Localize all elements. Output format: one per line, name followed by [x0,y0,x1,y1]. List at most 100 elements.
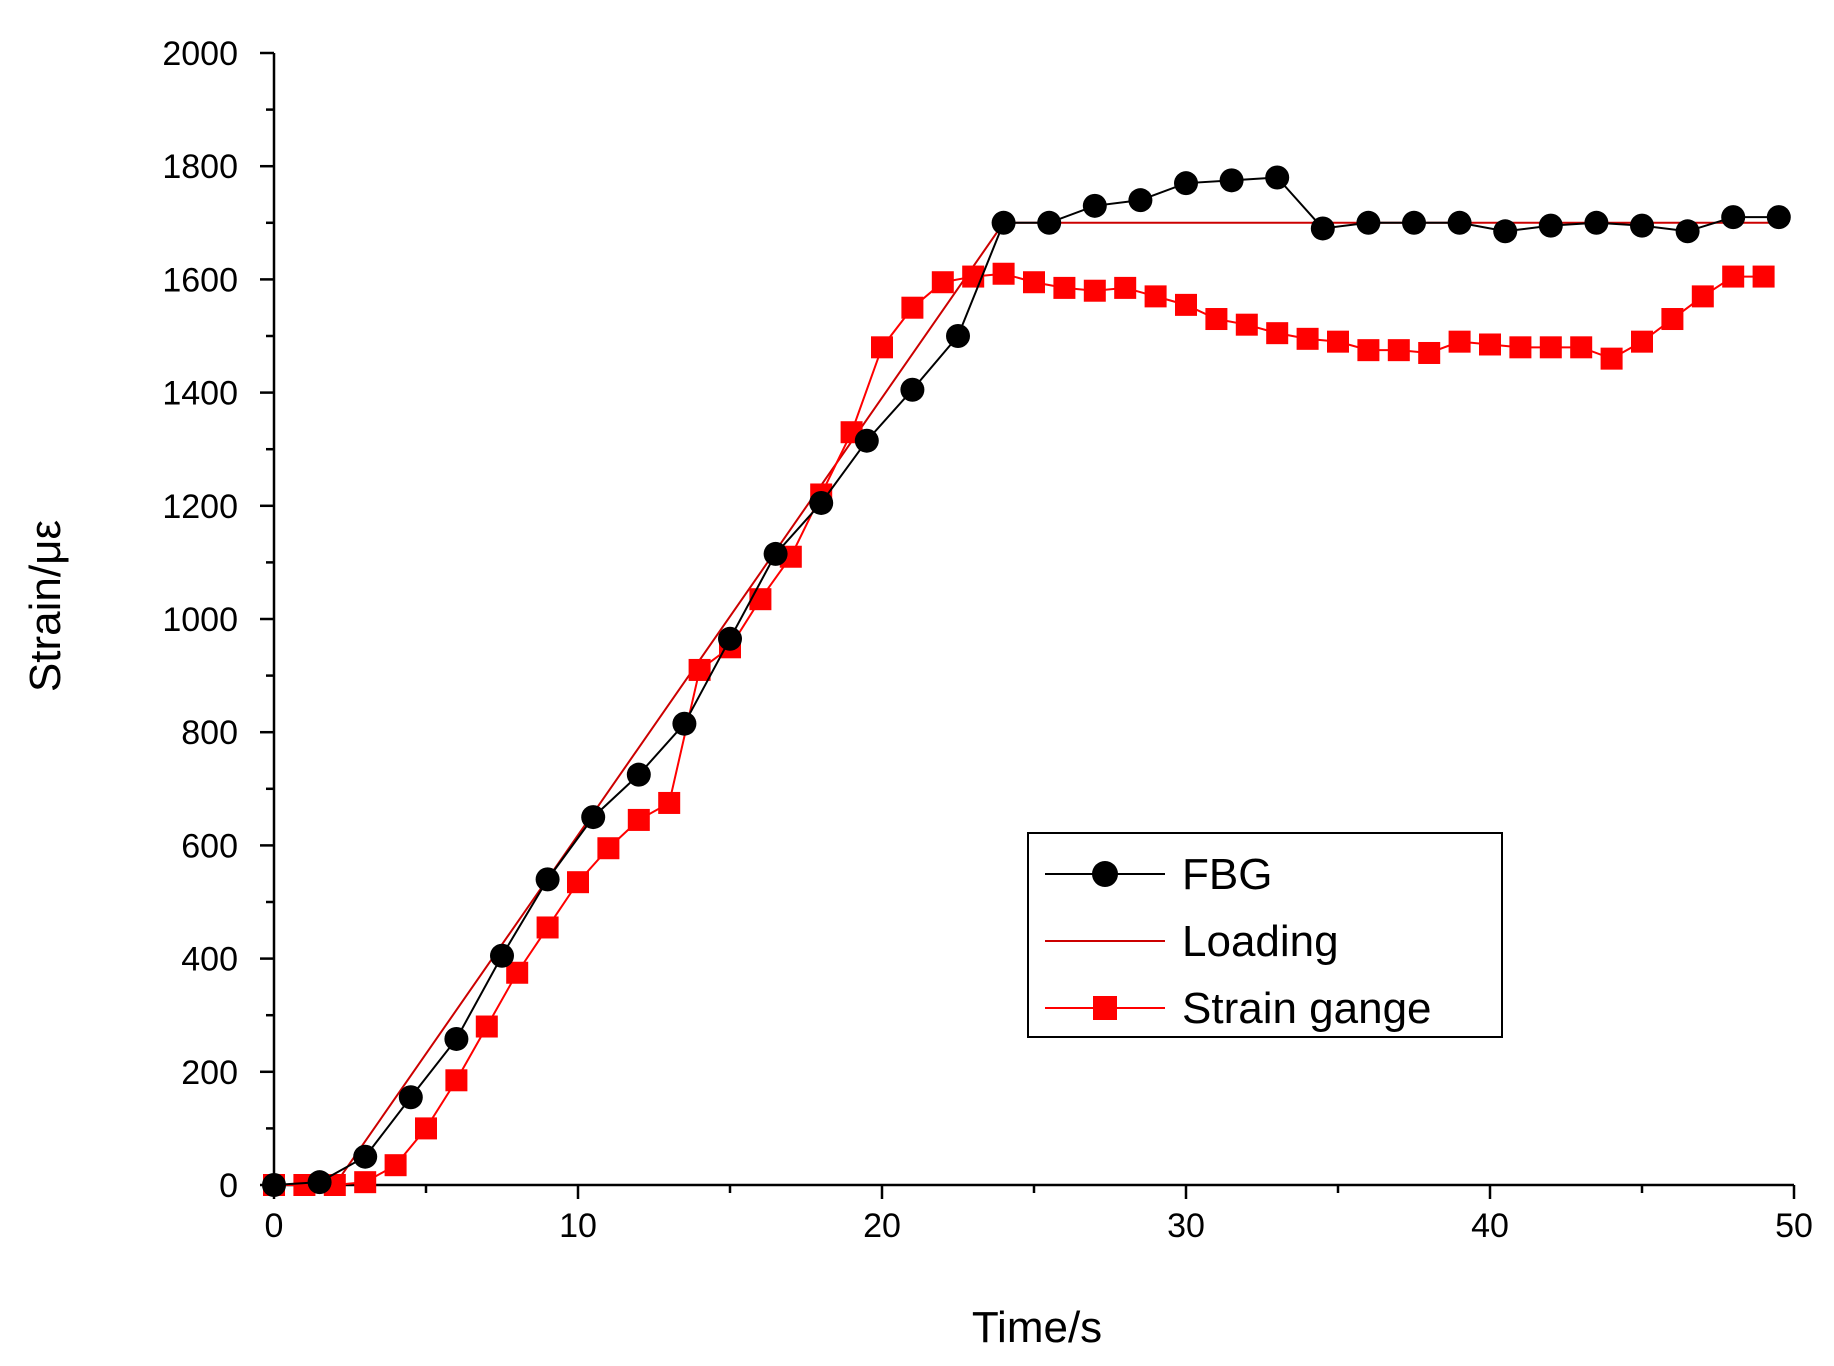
fbg-point [1447,210,1472,235]
fbg-point [626,762,651,787]
strain-gange-point [1296,327,1319,350]
strain-gange-point [445,1069,468,1092]
fbg-point [1310,216,1335,241]
x-tick-label: 30 [1167,1207,1205,1245]
fbg-point [262,1173,286,1197]
y-tick-label: 1600 [162,261,238,299]
strain-gange-point [688,658,711,681]
strain-gange-point [384,1154,407,1177]
fbg-point [1538,213,1563,238]
fbg-point [1174,171,1198,196]
y-tick-label: 600 [181,827,238,865]
strain-gange-point [1144,285,1167,308]
strain-gange-point [1600,347,1623,370]
strain-gange-point [627,808,650,831]
fbg-point [490,943,514,968]
fbg-point [398,1085,423,1110]
fbg-point [1584,210,1609,235]
y-tick-label: 800 [181,714,238,752]
strain-gange-point [1114,276,1137,299]
legend-label: Strain gange [1182,984,1432,1033]
strain-gange-point [1722,265,1745,288]
fbg-point [763,541,788,566]
fbg-point [854,428,879,453]
legend-label: FBG [1182,850,1272,899]
fbg-point [900,377,925,402]
strain-gange-point [415,1117,437,1140]
strain-gange-point [1023,271,1045,294]
x-tick-label: 20 [863,1207,901,1245]
strain-gange-point [354,1171,377,1194]
fbg-point [809,490,834,515]
fbg-point [1766,205,1791,230]
fbg-point [1721,205,1746,230]
legend-marker [1093,996,1117,1020]
strain-gange-point [871,336,893,359]
fbg-point [1356,210,1381,235]
strain-gange-point [1175,293,1197,316]
strain-gange-point [1448,330,1471,353]
fbg-point [444,1026,469,1051]
series-layer [262,165,1791,1197]
legend: FBG Loading Strain gange [1027,832,1503,1038]
series-strain-gange [263,262,1775,1196]
y-tick-label: 0 [219,1167,238,1205]
fbg-point [1675,219,1700,244]
fbg-point [1219,168,1244,193]
strain-gange-point [1539,336,1562,359]
fbg-point [1037,210,1062,235]
strain-gange-point [658,791,681,814]
fbg-point [1493,219,1518,244]
axes: 0 10 20 30 40 50 0 200 400 600 800 1000 1200 1400 1600… [162,35,1813,1245]
strain-gange-point [1752,265,1775,288]
fbg-point [1082,193,1107,218]
loading-line [274,221,1779,1186]
fbg-point [1402,210,1426,235]
strain-gange-point [506,961,529,984]
y-tick-label: 400 [181,941,238,979]
series-fbg [262,165,1791,1197]
legend-label: Loading [1182,917,1339,966]
y-tick-label: 1000 [162,601,238,639]
y-tick-label: 1400 [162,375,238,413]
strain-gange-point [992,262,1015,285]
strain-gange-point [1205,308,1228,331]
fbg-point [718,626,742,651]
x-tick-label: 10 [559,1207,597,1245]
y-tick-label: 200 [181,1054,238,1092]
x-tick-label: 40 [1471,1207,1509,1245]
y-tick-label: 2000 [162,35,238,73]
x-axis-title: Time/s [972,1303,1102,1352]
strain-gange-point [1387,339,1410,362]
x-tick-label: 50 [1775,1207,1813,1245]
fbg-point [1128,188,1153,213]
strain-gange-point [1479,333,1501,356]
strain-gange-point [1327,330,1349,353]
legend-marker [1092,861,1118,887]
strain-gange-point [901,296,924,319]
legend-item-strain-gange: Strain gange [1045,984,1432,1033]
strain-gange-point [1083,279,1106,302]
series-loading [274,221,1779,1186]
fbg-point [581,805,606,830]
y-axis-title: Strain/με [21,520,70,692]
strain-gange-point [1235,313,1258,336]
strain-gange-point [536,916,559,939]
strain-gange-point [1661,308,1684,331]
strain-gange-point [597,837,620,860]
fbg-point [991,210,1016,235]
fbg-point [307,1170,332,1195]
fbg-point [946,324,970,348]
strain-gange-point [1357,339,1380,362]
strain-gange-line [274,272,1764,1186]
strain-gange-point [1570,336,1593,359]
y-tick-label: 1800 [162,148,238,186]
legend-item-fbg: FBG [1045,850,1272,899]
strain-gange-point [749,588,772,611]
strain-gange-point [1418,341,1441,364]
fbg-point [353,1144,378,1169]
y-tick-label: 1200 [162,488,238,526]
fbg-line [273,176,1779,1186]
x-tick-label: 0 [265,1207,284,1245]
